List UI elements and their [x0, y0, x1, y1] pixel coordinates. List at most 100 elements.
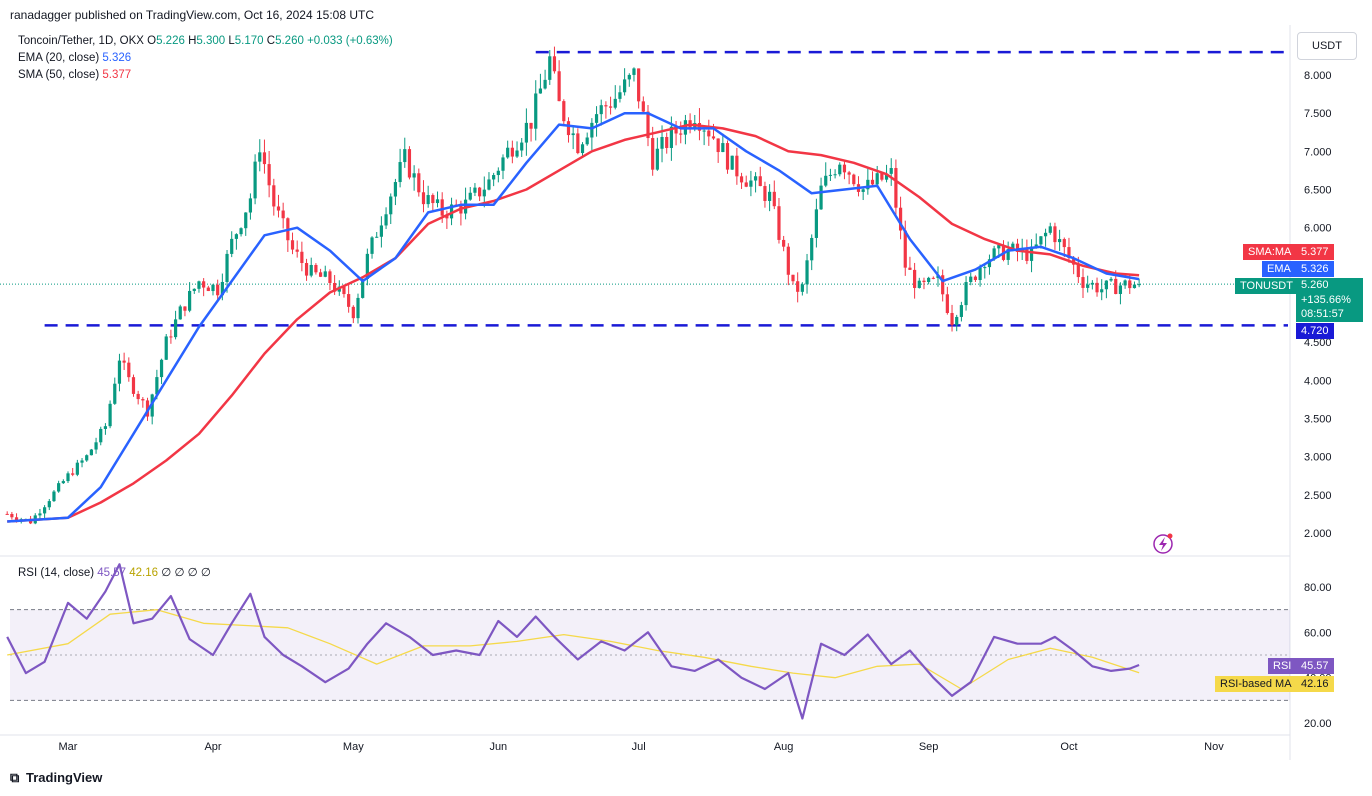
candle-body: [753, 176, 758, 181]
candle-body: [412, 173, 416, 178]
candle-body: [333, 282, 337, 292]
candle-body: [922, 280, 926, 283]
candle-body: [842, 164, 847, 173]
price-tick-label: 3.000: [1304, 452, 1332, 464]
candle-body: [805, 260, 809, 285]
bar-countdown: 08:51:57: [1301, 308, 1344, 320]
candle-body: [281, 210, 285, 219]
candle-body: [608, 106, 613, 108]
candle-body: [300, 251, 304, 264]
candle-body: [14, 517, 19, 520]
sma-legend-label: SMA (50, close): [18, 69, 100, 81]
candle-body: [707, 130, 711, 137]
candle-body: [496, 170, 500, 176]
high-label: H: [188, 35, 197, 47]
candle-body: [1132, 284, 1137, 289]
candle-body: [482, 189, 486, 197]
candle-body: [328, 271, 332, 283]
price-tick-label: 4.500: [1304, 337, 1332, 349]
candle-body: [1095, 282, 1099, 293]
candle-body: [188, 290, 192, 311]
ema-legend-label: EMA (20, close): [18, 52, 100, 64]
candle-body: [744, 182, 748, 187]
candle-body: [534, 93, 538, 129]
price-tick-label: 2.000: [1304, 528, 1332, 540]
candle-body: [290, 240, 295, 250]
candle-body: [604, 105, 608, 107]
candle-body: [258, 152, 262, 162]
candle-body: [435, 199, 440, 204]
candle-body: [183, 306, 187, 311]
candle-body: [38, 513, 42, 516]
candle-body: [777, 206, 781, 240]
candle-body: [1034, 244, 1038, 247]
candle-body: [749, 180, 753, 187]
candle-body: [225, 253, 229, 282]
time-tick-label: Sep: [919, 741, 939, 753]
rsi-ma-legend-value: 42.16: [129, 567, 159, 579]
candle-body: [660, 136, 664, 149]
candle-body: [908, 267, 912, 270]
candle-body: [342, 286, 346, 295]
candle-body: [861, 189, 865, 192]
candle-body: [674, 126, 678, 134]
rsi-legend[interactable]: RSI (14, close) 45.57 42.16 ∅ ∅ ∅ ∅: [18, 565, 211, 579]
candle-body: [501, 157, 505, 171]
candle-body: [248, 198, 253, 213]
candle-body: [197, 281, 201, 289]
lightning-icon[interactable]: [1153, 533, 1173, 554]
footer-logo[interactable]: ⧉ TradingView: [10, 770, 102, 786]
candle-body: [646, 111, 650, 139]
candle-body: [66, 473, 70, 482]
candle-body: [1043, 232, 1048, 237]
candle-body: [725, 143, 730, 170]
candle-body: [351, 306, 355, 319]
candle-body: [1025, 248, 1029, 261]
candle-body: [992, 248, 996, 260]
candle-body: [768, 191, 772, 201]
candle-body: [1104, 280, 1108, 290]
ema-legend[interactable]: EMA (20, close) 5.326: [18, 52, 131, 64]
candle-body: [964, 282, 968, 306]
currency-button[interactable]: USDT: [1297, 32, 1357, 60]
candle-body: [417, 173, 421, 193]
candle-body: [244, 212, 248, 229]
publisher-line: ranadagger published on TradingView.com,…: [10, 8, 375, 22]
candle-body: [43, 507, 47, 514]
time-tick-label: Nov: [1204, 741, 1224, 753]
candle-body: [487, 179, 491, 190]
candle-body: [113, 383, 117, 404]
candle-body: [969, 276, 973, 283]
high-value: 5.300: [196, 35, 226, 47]
footer-text: TradingView: [26, 770, 103, 785]
candle-body: [833, 174, 837, 176]
candle-body: [1067, 247, 1071, 259]
price-tick-label: 8.000: [1304, 70, 1332, 82]
rsi-panel: [6, 563, 1290, 720]
rsi-tag-value: 45.57: [1296, 658, 1334, 674]
price-tick-label: 4.000: [1304, 375, 1332, 387]
candle-body: [318, 272, 323, 277]
rsi-tick-label: 20.00: [1304, 718, 1332, 730]
support-tag: 4.720: [1296, 323, 1334, 339]
candle-body: [772, 191, 776, 207]
candle-body: [828, 174, 833, 176]
rsi-line: [6, 563, 1140, 720]
candle-body: [421, 192, 426, 205]
sma-legend[interactable]: SMA (50, close) 5.377: [18, 69, 131, 81]
candle-body: [155, 377, 159, 395]
candle-body: [1090, 282, 1094, 285]
candle-body: [1076, 264, 1080, 278]
candle-body: [211, 284, 215, 292]
candle-body: [866, 179, 870, 190]
candle-body: [407, 149, 412, 178]
candle-body: [913, 269, 917, 288]
ema-tag-value: 5.326: [1296, 261, 1334, 277]
candle-body: [57, 483, 61, 492]
candle-body: [253, 161, 257, 199]
candle-body: [997, 245, 1001, 249]
candle-body: [524, 122, 528, 143]
candle-body: [206, 287, 210, 292]
candle-body: [202, 281, 206, 288]
